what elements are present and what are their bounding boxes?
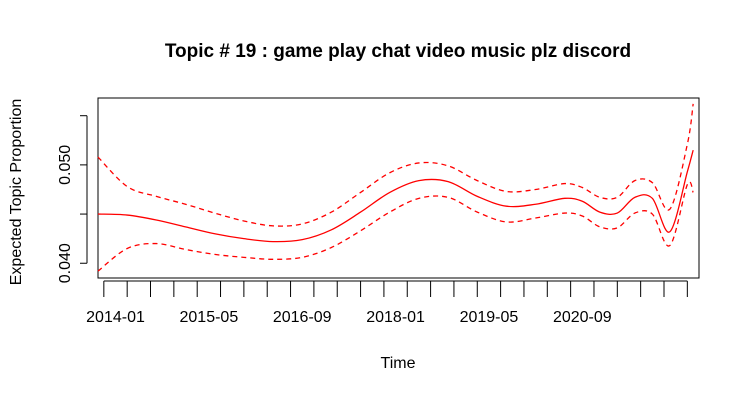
x-tick-label: 2016-09 [273, 309, 332, 326]
x-tick-label: 2020-09 [553, 309, 612, 326]
x-tick-label: 2019-05 [460, 309, 519, 326]
y-axis: 0.040 0.050 [57, 115, 88, 283]
series-line-lower [97, 181, 694, 272]
x-tick-label: 2015-05 [180, 309, 239, 326]
series-line-upper [97, 103, 694, 227]
series-group [97, 103, 694, 272]
y-axis-label: Expected Topic Proportion [8, 99, 25, 285]
x-tick-label: 2018-01 [366, 309, 425, 326]
series-line-estimate [97, 149, 694, 243]
x-axis-label: Time [381, 355, 416, 372]
x-axis: 2014-01 2015-05 2016-09 2018-01 2019-05 2020-… [86, 280, 688, 326]
y-tick-label: 0.040 [57, 243, 74, 283]
y-tick-label: 0.050 [57, 145, 74, 185]
x-tick-label: 2014-01 [86, 309, 145, 326]
chart-title: Topic # 19 : game play chat video music … [165, 41, 631, 62]
plot-frame [97, 97, 700, 279]
